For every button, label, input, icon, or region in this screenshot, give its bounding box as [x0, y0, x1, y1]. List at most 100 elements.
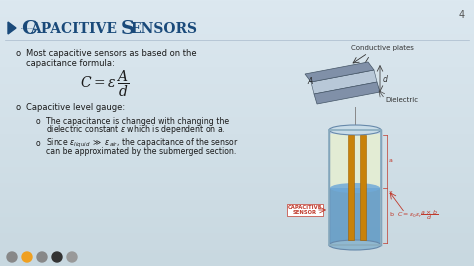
- Bar: [0, 219, 474, 220]
- Bar: [0, 198, 474, 199]
- Bar: [0, 183, 474, 184]
- Circle shape: [52, 252, 62, 262]
- Bar: [0, 252, 474, 253]
- Bar: [0, 15, 474, 16]
- Text: ENSORS: ENSORS: [130, 22, 197, 36]
- Text: $C = \varepsilon\,\dfrac{A}{d}$: $C = \varepsilon\,\dfrac{A}{d}$: [81, 69, 129, 99]
- Bar: [0, 201, 474, 202]
- Bar: [0, 120, 474, 121]
- Bar: [0, 7, 474, 8]
- Bar: [0, 40, 474, 41]
- Bar: [0, 129, 474, 130]
- Bar: [0, 92, 474, 93]
- Text: capacitance formula:: capacitance formula:: [26, 59, 115, 68]
- Bar: [0, 113, 474, 114]
- Bar: [0, 1, 474, 2]
- Bar: [360, 135, 366, 240]
- Bar: [0, 104, 474, 105]
- Bar: [0, 112, 474, 113]
- Bar: [0, 154, 474, 155]
- Bar: [0, 133, 474, 134]
- Bar: [0, 80, 474, 81]
- Bar: [0, 106, 474, 107]
- Bar: [0, 72, 474, 73]
- Bar: [0, 0, 474, 1]
- Bar: [0, 33, 474, 34]
- Bar: [0, 251, 474, 252]
- Bar: [0, 12, 474, 13]
- Bar: [0, 214, 474, 215]
- Bar: [0, 164, 474, 165]
- Bar: [0, 68, 474, 69]
- Bar: [0, 125, 474, 126]
- Bar: [0, 50, 474, 51]
- Bar: [0, 117, 474, 118]
- Ellipse shape: [329, 240, 381, 250]
- Bar: [0, 66, 474, 67]
- Bar: [0, 184, 474, 185]
- Bar: [0, 237, 474, 238]
- Bar: [0, 134, 474, 135]
- Bar: [0, 99, 474, 100]
- Bar: [0, 44, 474, 45]
- Bar: [0, 215, 474, 216]
- Bar: [0, 157, 474, 158]
- Bar: [0, 240, 474, 241]
- Bar: [0, 261, 474, 262]
- Bar: [0, 97, 474, 98]
- Bar: [0, 181, 474, 182]
- Bar: [0, 35, 474, 36]
- Bar: [0, 222, 474, 223]
- Bar: [0, 138, 474, 139]
- Bar: [0, 242, 474, 243]
- Bar: [0, 43, 474, 44]
- Bar: [0, 42, 474, 43]
- Bar: [0, 246, 474, 247]
- Bar: [0, 197, 474, 198]
- Bar: [0, 4, 474, 5]
- Bar: [0, 53, 474, 54]
- Bar: [0, 60, 474, 61]
- Bar: [0, 49, 474, 50]
- Bar: [0, 41, 474, 42]
- Bar: [348, 135, 354, 240]
- Bar: [0, 179, 474, 180]
- Bar: [0, 161, 474, 162]
- Text: a: a: [389, 159, 393, 164]
- Bar: [0, 85, 474, 86]
- Text: Conductive plates: Conductive plates: [351, 45, 413, 51]
- Polygon shape: [314, 82, 380, 104]
- Bar: [0, 121, 474, 122]
- Bar: [0, 24, 474, 25]
- Bar: [0, 153, 474, 154]
- Bar: [0, 34, 474, 35]
- Bar: [0, 10, 474, 11]
- Bar: [0, 174, 474, 175]
- Bar: [0, 209, 474, 210]
- Text: S: S: [121, 20, 135, 38]
- Bar: [0, 142, 474, 143]
- Bar: [0, 175, 474, 176]
- Bar: [0, 56, 474, 57]
- Bar: [0, 111, 474, 112]
- Bar: [0, 253, 474, 254]
- Bar: [0, 202, 474, 203]
- Bar: [0, 13, 474, 14]
- Bar: [0, 9, 474, 10]
- Bar: [0, 116, 474, 117]
- Bar: [0, 100, 474, 101]
- Bar: [0, 32, 474, 33]
- Bar: [0, 265, 474, 266]
- Text: o: o: [16, 48, 20, 57]
- Bar: [0, 109, 474, 110]
- Bar: [0, 205, 474, 206]
- Bar: [0, 48, 474, 49]
- Bar: [0, 84, 474, 85]
- Bar: [0, 36, 474, 37]
- Bar: [0, 95, 474, 96]
- Bar: [0, 124, 474, 125]
- Bar: [0, 147, 474, 148]
- Bar: [0, 46, 474, 47]
- Text: o: o: [36, 117, 40, 126]
- Bar: [0, 119, 474, 120]
